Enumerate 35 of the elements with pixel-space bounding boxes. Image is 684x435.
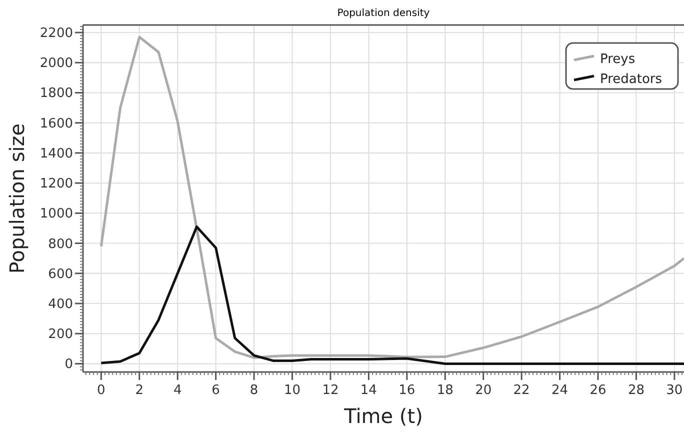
x-tick-label: 28 bbox=[628, 383, 644, 398]
y-tick-label: 600 bbox=[48, 266, 73, 282]
x-axis-title: Time (t) bbox=[343, 404, 423, 428]
x-tick-label: 16 bbox=[398, 383, 416, 398]
y-tick-label: 2200 bbox=[40, 26, 73, 42]
y-tick-label: 1400 bbox=[40, 146, 73, 162]
legend-label: Predators bbox=[600, 72, 662, 87]
y-tick-label: 0 bbox=[64, 357, 73, 372]
x-tick-label: 18 bbox=[436, 383, 454, 398]
x-tick-label: 10 bbox=[284, 383, 301, 398]
y-tick-label: 2000 bbox=[40, 56, 73, 72]
x-tick-label: 6 bbox=[212, 383, 220, 398]
y-axis-title: Population size bbox=[5, 123, 29, 274]
x-tick-label: 14 bbox=[360, 383, 377, 398]
x-tick-label: 20 bbox=[475, 383, 492, 398]
x-tick-label: 30 bbox=[666, 383, 683, 398]
chart-title: Population density bbox=[337, 8, 430, 19]
y-tick-label: 800 bbox=[48, 236, 73, 252]
y-tick-label: 1000 bbox=[40, 206, 73, 222]
legend-label: Preys bbox=[600, 52, 636, 67]
line-series bbox=[100, 225, 684, 365]
y-tick-label: 1600 bbox=[40, 116, 73, 132]
x-tick-label: 22 bbox=[513, 383, 530, 398]
y-tick-label: 200 bbox=[48, 327, 73, 342]
y-tick-label: 1800 bbox=[40, 86, 73, 102]
x-tick-label: 2 bbox=[135, 383, 144, 398]
x-tick-label: 12 bbox=[322, 383, 339, 398]
x-tick-label: 0 bbox=[97, 383, 106, 398]
x-tick-label: 8 bbox=[250, 383, 258, 398]
y-tick-label: 400 bbox=[48, 297, 73, 312]
y-tick-label: 1200 bbox=[40, 176, 73, 192]
x-tick-label: 24 bbox=[552, 383, 568, 398]
x-tick-label: 26 bbox=[590, 383, 606, 398]
line-series bbox=[100, 36, 684, 359]
x-tick-label: 4 bbox=[173, 383, 182, 398]
